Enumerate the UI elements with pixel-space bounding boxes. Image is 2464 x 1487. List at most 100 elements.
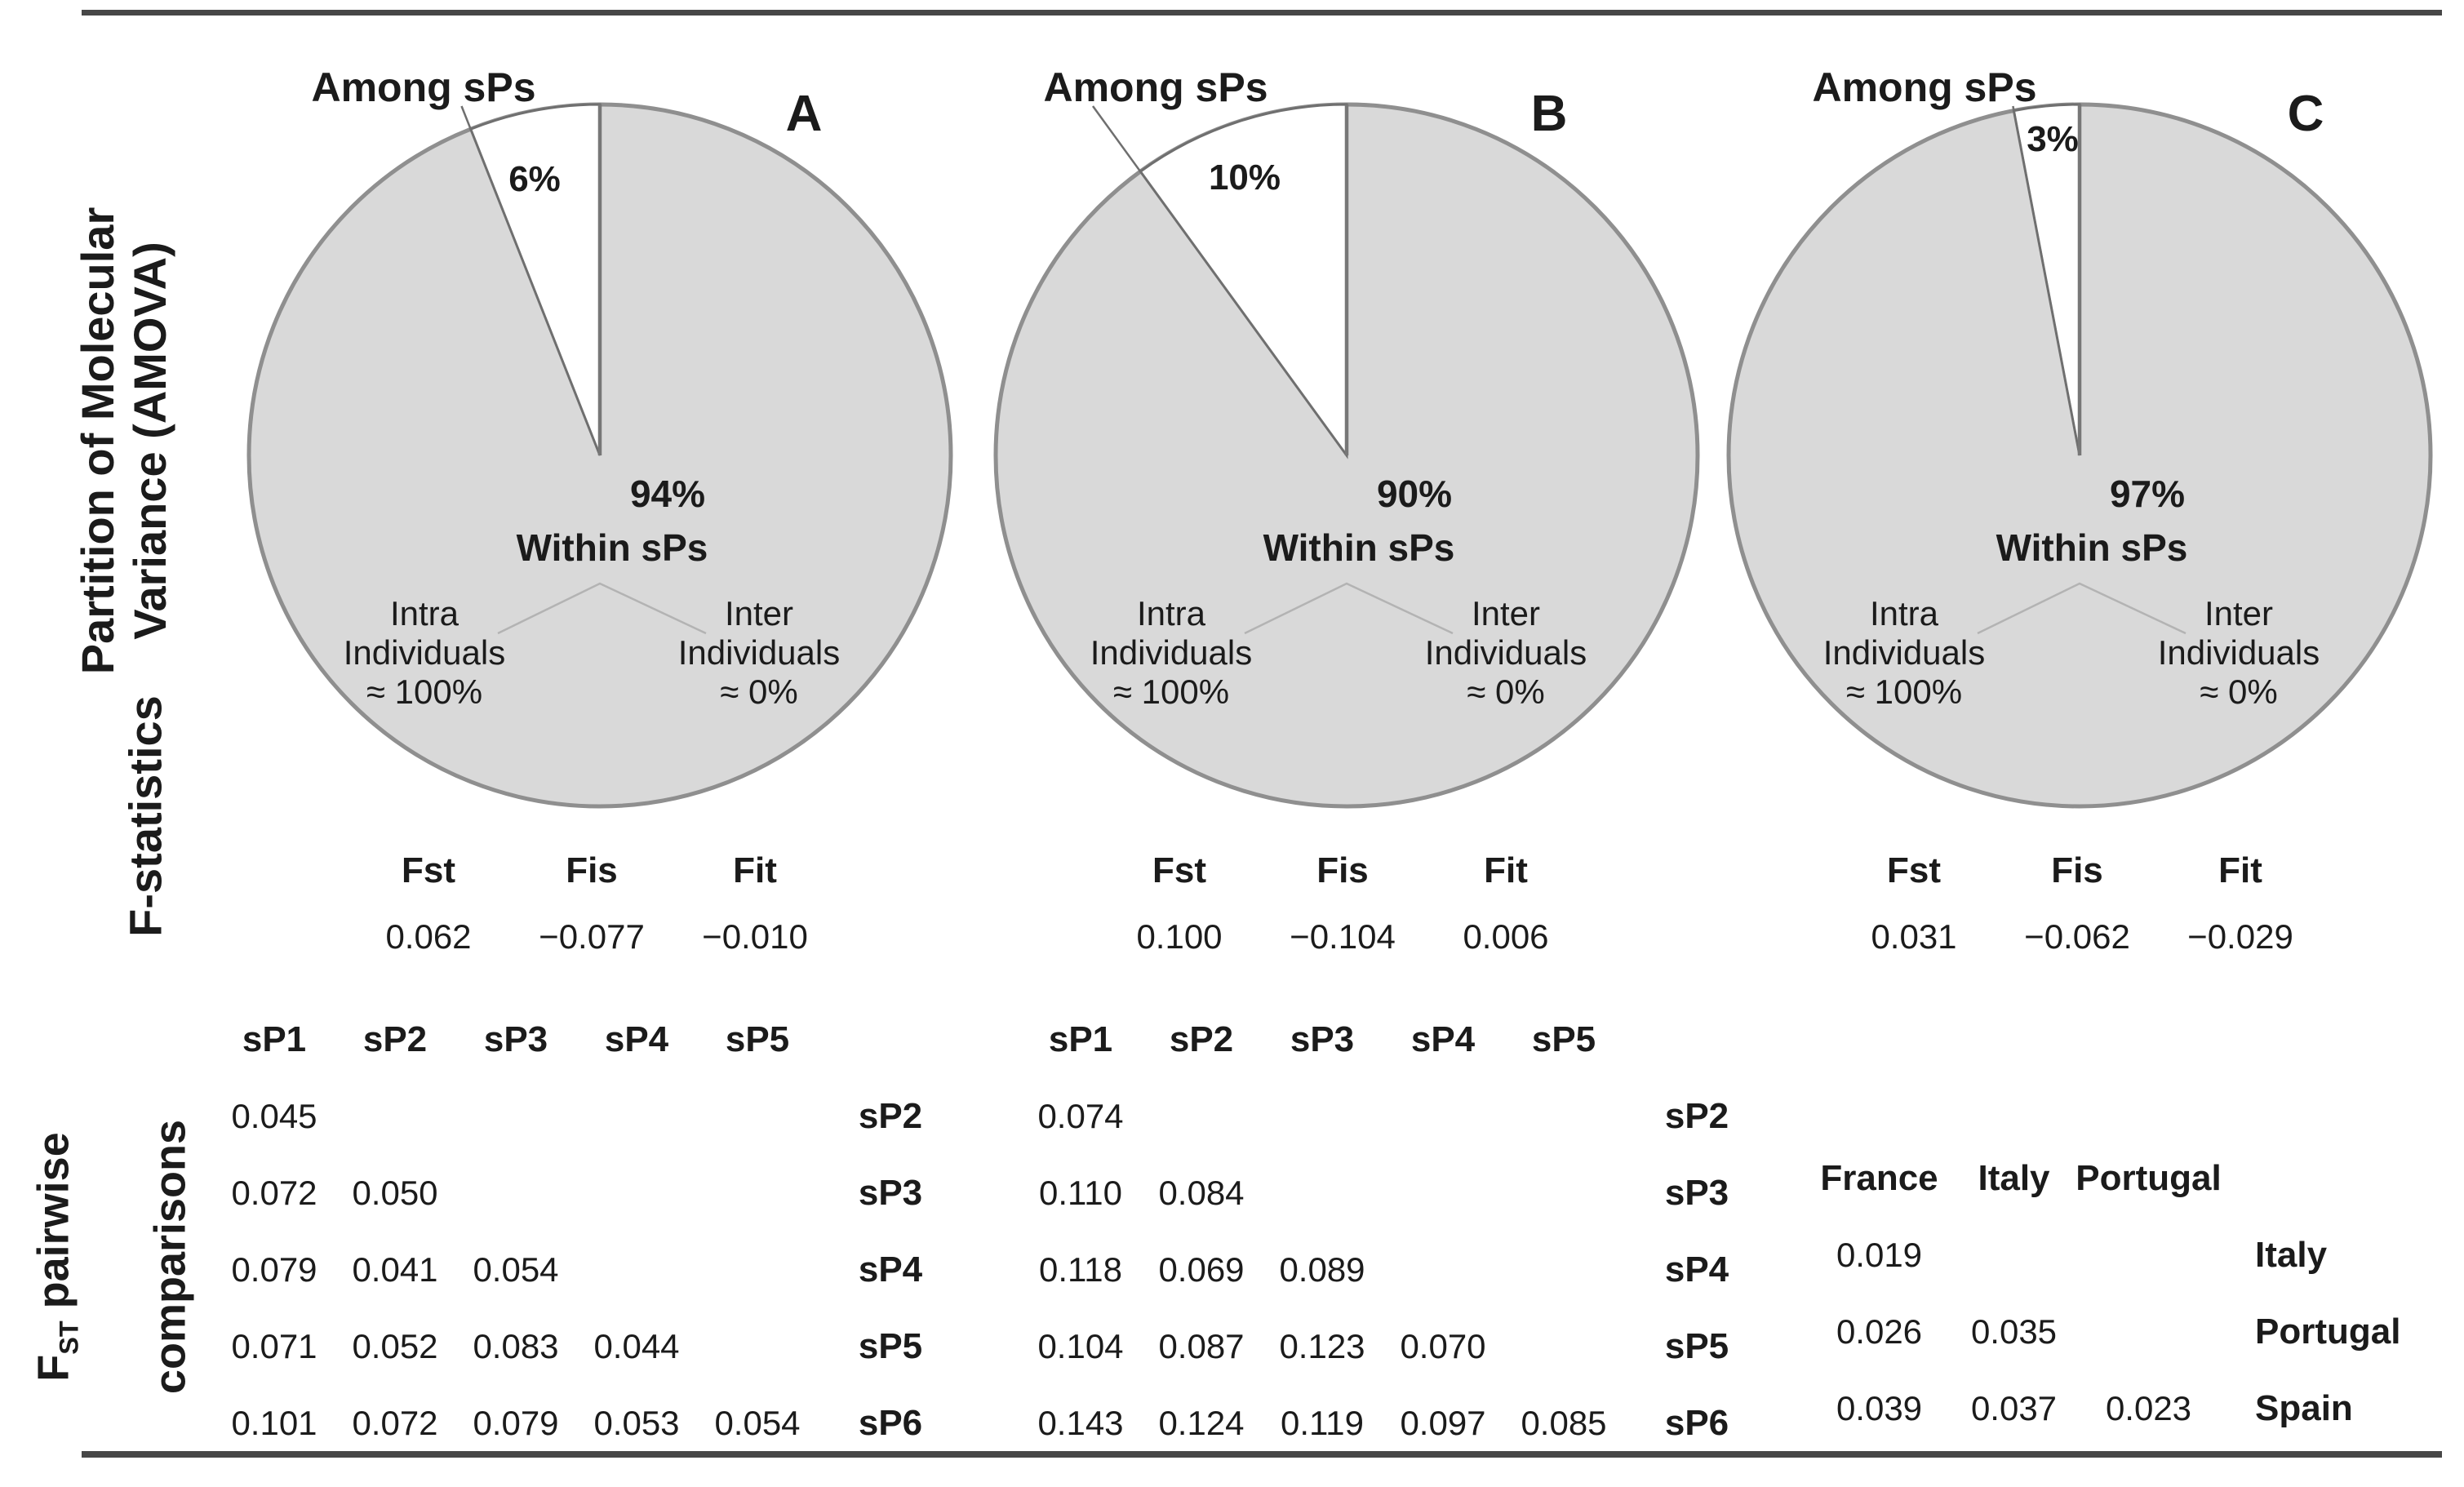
pairwise-row-header: Portugal bbox=[2255, 1312, 2401, 1352]
fstat-value: −0.104 bbox=[1290, 917, 1396, 956]
panel-a: Among sPs A 6% 94% Within sPs Intra Indi… bbox=[188, 0, 959, 1487]
pairwise-cell bbox=[2081, 1294, 2216, 1370]
pairwise-cell: 0.124 bbox=[1158, 1404, 1245, 1442]
pairwise-col-header: sP4 bbox=[604, 1019, 669, 1059]
fstat-value: −0.010 bbox=[702, 917, 808, 956]
pairwise-row-header: sP5 bbox=[1664, 1326, 1729, 1366]
fstat-col: Fst 0.100 bbox=[1098, 850, 1261, 957]
pairwise-cell: 0.085 bbox=[1521, 1404, 1607, 1442]
fstat-header: Fst bbox=[402, 850, 455, 890]
fstat-col: Fst 0.031 bbox=[1832, 850, 1996, 957]
intra-individuals-label: Intra Individuals ≈ 100% bbox=[343, 594, 506, 711]
among-sps-label: Among sPs bbox=[1043, 64, 1268, 110]
fstat-value: 0.006 bbox=[1463, 917, 1549, 956]
fst-pairwise-table: France Italy Portugal 0.019 Italy 0.026 0.035 P… bbox=[1812, 1140, 2404, 1447]
inter-individuals-label: Inter Individuals ≈ 0% bbox=[1424, 594, 1587, 711]
fstat-header: Fst bbox=[1887, 850, 1941, 890]
pairwise-cell bbox=[576, 1078, 697, 1155]
pairwise-row-header: sP2 bbox=[1664, 1096, 1729, 1136]
pairwise-cell: 0.097 bbox=[1400, 1404, 1486, 1442]
pairwise-col-header: Portugal bbox=[2076, 1158, 2222, 1198]
pairwise-row-header: Italy bbox=[2255, 1235, 2328, 1275]
among-sps-slice bbox=[468, 103, 602, 456]
pairwise-cell bbox=[1503, 1155, 1624, 1232]
pairwise-cell: 0.072 bbox=[231, 1174, 317, 1212]
pairwise-col-header: sP2 bbox=[1169, 1019, 1234, 1059]
pairwise-col-header: sP1 bbox=[1048, 1019, 1113, 1059]
pie-svg bbox=[1726, 102, 2433, 809]
pairwise-cell bbox=[1503, 1308, 1624, 1385]
breakdown-leader-lines bbox=[1977, 582, 2187, 635]
pairwise-cell bbox=[576, 1155, 697, 1232]
pairwise-cell: 0.035 bbox=[1970, 1312, 2058, 1351]
pairwise-row-header: sP5 bbox=[858, 1326, 923, 1366]
pairwise-cell: 0.052 bbox=[352, 1327, 438, 1365]
pairwise-col-header: France bbox=[1820, 1158, 1938, 1198]
among-sps-label: Among sPs bbox=[311, 64, 536, 110]
pairwise-row-header: sP2 bbox=[858, 1096, 923, 1136]
fstat-value: −0.077 bbox=[539, 917, 645, 956]
pairwise-cell: 0.101 bbox=[214, 1385, 335, 1462]
pairwise-cell: 0.054 bbox=[714, 1404, 801, 1442]
pairwise-cell: 0.053 bbox=[593, 1404, 680, 1442]
pairwise-cell: 0.050 bbox=[352, 1174, 438, 1212]
f-statistics-values: Fst 0.031 Fis −0.062 Fit −0.029 bbox=[1832, 850, 2322, 957]
pairwise-row-header: sP3 bbox=[1664, 1173, 1729, 1213]
pairwise-cell: 0.023 bbox=[2105, 1389, 2192, 1427]
pairwise-cell: 0.045 bbox=[214, 1078, 335, 1155]
pie-svg bbox=[246, 102, 953, 809]
fstat-col: Fis −0.062 bbox=[1996, 850, 2159, 957]
pairwise-cell bbox=[1947, 1217, 2081, 1294]
pairwise-cell: 0.119 bbox=[1281, 1404, 1364, 1442]
amova-pie-a: 6% 94% Within sPs Intra Individuals ≈ 10… bbox=[246, 102, 953, 809]
pairwise-cell: 0.083 bbox=[473, 1327, 559, 1365]
pairwise-col-header: sP5 bbox=[725, 1019, 790, 1059]
pairwise-cell bbox=[1383, 1078, 1503, 1155]
pairwise-cell bbox=[1141, 1078, 1262, 1155]
fstat-value: 0.100 bbox=[1136, 917, 1223, 956]
fstat-col: Fit 0.006 bbox=[1424, 850, 1587, 957]
within-sps-label: Within sPs bbox=[1996, 526, 2188, 569]
pairwise-cell: 0.123 bbox=[1279, 1327, 1365, 1365]
fstat-value: −0.029 bbox=[2187, 917, 2293, 956]
pairwise-col-header: sP1 bbox=[242, 1019, 307, 1059]
within-sps-label: Within sPs bbox=[1263, 526, 1455, 569]
pairwise-label-line1: FST pairwise bbox=[29, 1132, 84, 1382]
row-label-f-statistics: F-statistics bbox=[119, 695, 171, 937]
bottom-rule bbox=[82, 1451, 2442, 1458]
pairwise-cell bbox=[576, 1232, 697, 1308]
pairwise-corner bbox=[818, 1001, 963, 1078]
pairwise-cell: 0.079 bbox=[473, 1404, 559, 1442]
pairwise-corner bbox=[2216, 1140, 2404, 1217]
fstat-header: Fis bbox=[1316, 850, 1369, 890]
pairwise-row-header: sP4 bbox=[1664, 1250, 1729, 1289]
pairwise-corner bbox=[1624, 1001, 1769, 1078]
pairwise-cell: 0.039 bbox=[1812, 1370, 1947, 1447]
pairwise-cell bbox=[455, 1155, 576, 1232]
pairwise-cell: 0.069 bbox=[1158, 1250, 1245, 1289]
panel-letter: C bbox=[2287, 86, 2324, 142]
fst-pairwise-table: sP1 sP2 sP3 sP4 sP5 0.045 sP2 0.072 0.050 sP3 0.07… bbox=[214, 1001, 963, 1462]
pairwise-cell: 0.084 bbox=[1158, 1174, 1245, 1212]
fstat-header: Fit bbox=[2218, 850, 2262, 890]
pairwise-cell: 0.089 bbox=[1279, 1250, 1365, 1289]
within-pct-label: 90% bbox=[1376, 473, 1453, 515]
pairwise-cell bbox=[697, 1078, 818, 1155]
pairwise-cell: 0.070 bbox=[1400, 1327, 1486, 1365]
pairwise-col-header: sP3 bbox=[483, 1019, 548, 1059]
pairwise-cell bbox=[1503, 1232, 1624, 1308]
amova-pie-c: 3% 97% Within sPs Intra Individuals ≈ 10… bbox=[1726, 102, 2433, 809]
fstat-col: Fit −0.010 bbox=[673, 850, 837, 957]
pairwise-cell: 0.074 bbox=[1020, 1078, 1141, 1155]
intra-individuals-label: Intra Individuals ≈ 100% bbox=[1090, 594, 1253, 711]
top-rule bbox=[82, 10, 2442, 16]
fstat-value: −0.062 bbox=[2024, 917, 2130, 956]
breakdown-leader-lines bbox=[1244, 582, 1454, 635]
fstat-header: Fis bbox=[566, 850, 618, 890]
pairwise-cell: 0.072 bbox=[352, 1404, 438, 1442]
pairwise-cell: 0.118 bbox=[1039, 1250, 1122, 1289]
fstat-value: 0.031 bbox=[1871, 917, 1957, 956]
among-sps-slice bbox=[1139, 103, 1348, 459]
panel-b: Among sPs B 10% 90% Within sPs Intra Ind… bbox=[971, 0, 1743, 1487]
fst-subscript: ST bbox=[54, 1321, 84, 1355]
